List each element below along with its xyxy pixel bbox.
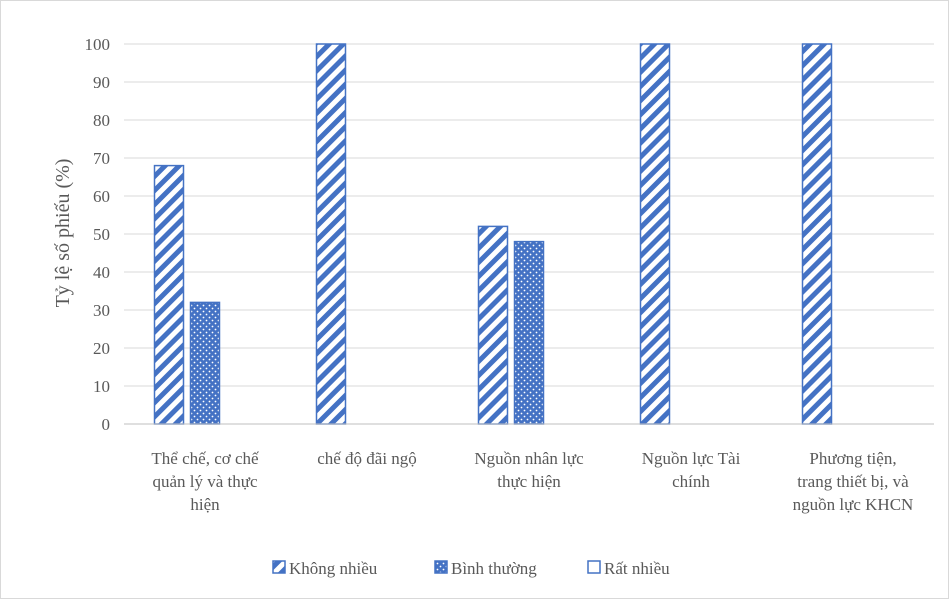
x-tick-label: Thể chế, cơ chế quản lý và thực hiện — [151, 449, 259, 514]
y-tick-label: 80 — [93, 111, 110, 130]
bar-0-1 — [189, 301, 221, 425]
legend-label: Bình thường — [451, 559, 537, 578]
y-tick-label: 30 — [93, 301, 110, 320]
legend-label: Rất nhiều — [604, 559, 670, 578]
y-axis-label: Tỷ lệ số phiếu (%) — [52, 159, 74, 308]
legend-swatch — [272, 560, 286, 574]
bar-2-1 — [513, 240, 545, 425]
legend-item: Bình thường — [434, 559, 537, 578]
legend: Không nhiều Bình thường Rất nhiều — [272, 559, 670, 578]
x-tick-label: Phương tiện, trang thiết bị, và nguồn lực … — [793, 449, 914, 514]
y-tick-label: 40 — [93, 263, 110, 282]
y-tick-label: 20 — [93, 339, 110, 358]
x-tick-label: chế độ đãi ngộ — [317, 449, 417, 468]
gridlines — [124, 43, 934, 387]
category-labels: Thể chế, cơ chế quản lý và thực hiện chế độ… — [151, 449, 913, 514]
x-tick-label: Nguồn nhân lực thực hiện — [474, 449, 584, 491]
y-tick-label: 60 — [93, 187, 110, 206]
bar-2-0 — [477, 225, 509, 425]
x-tick-label: Nguồn lực Tài chính — [642, 449, 741, 491]
legend-swatch — [434, 560, 448, 574]
legend-item: Rất nhiều — [587, 559, 670, 578]
bar-1-0 — [315, 43, 347, 425]
y-tick-label: 0 — [102, 415, 111, 434]
bar-0-0 — [153, 164, 185, 425]
legend-swatch — [587, 560, 601, 574]
legend-label: Không nhiều — [289, 559, 378, 578]
y-tick-label: 10 — [93, 377, 110, 396]
legend-item: Không nhiều — [272, 559, 378, 578]
y-tick-label: 70 — [93, 149, 110, 168]
y-tick-label: 90 — [93, 73, 110, 92]
y-tick-label: 50 — [93, 225, 110, 244]
y-tick-labels: 0 10 20 30 40 50 60 70 80 90 100 — [85, 35, 111, 434]
bar-3-0 — [639, 43, 671, 425]
bar-4-0 — [801, 43, 833, 425]
y-tick-label: 100 — [85, 35, 111, 54]
